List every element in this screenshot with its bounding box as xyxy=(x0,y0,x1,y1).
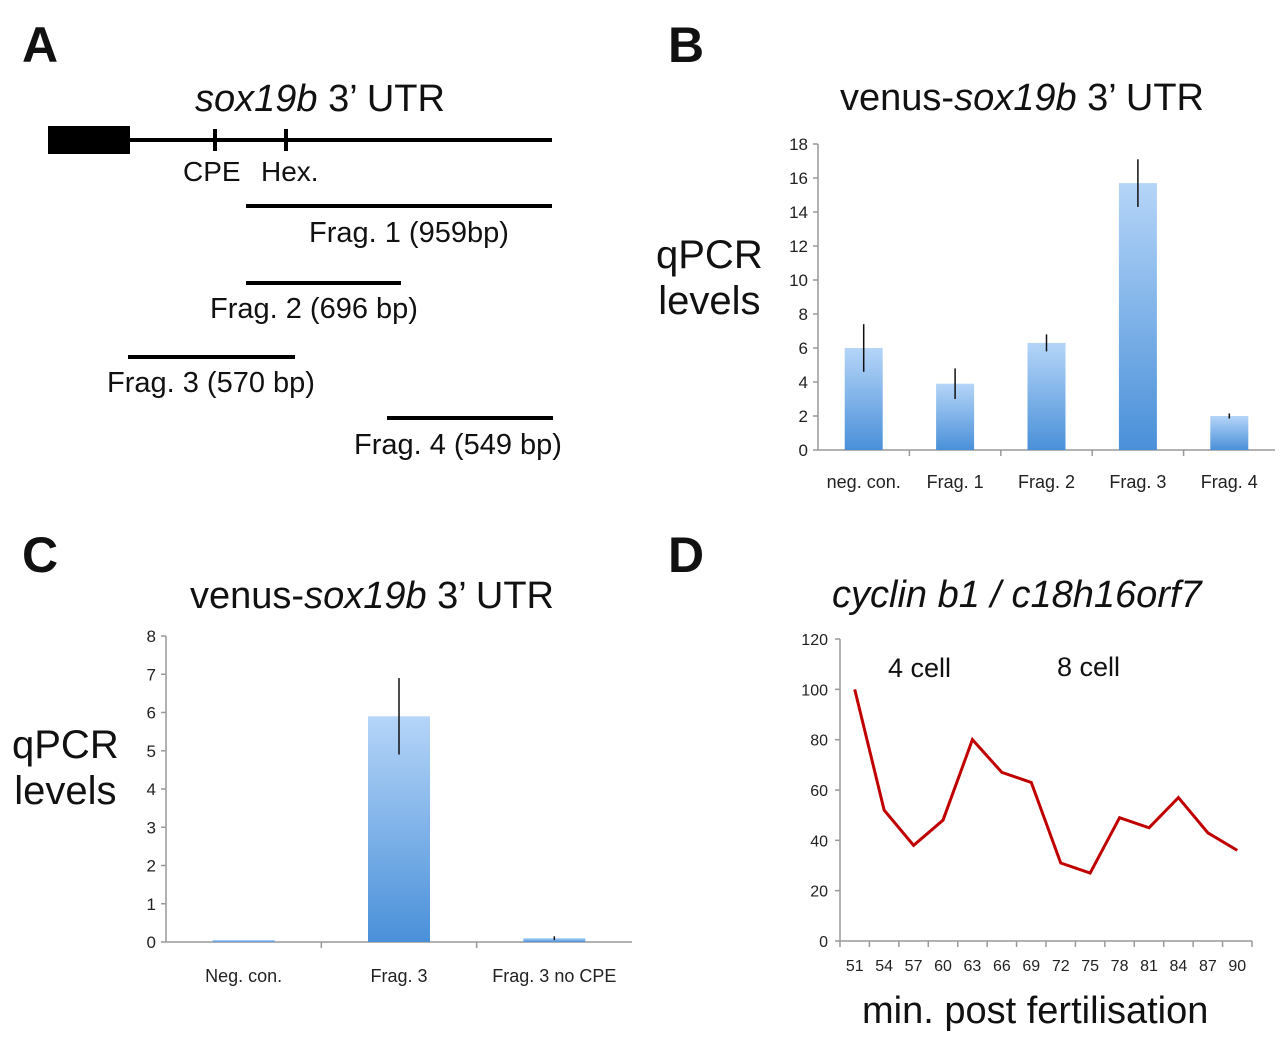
x-tick-label: 72 xyxy=(1052,958,1070,975)
panel-a-title: sox19b 3’ UTR xyxy=(195,80,445,118)
y-tick-label: 4 xyxy=(799,373,808,392)
x-tick-label: 87 xyxy=(1199,958,1217,975)
x-tick-label: 81 xyxy=(1140,958,1158,975)
x-category-label: neg. con. xyxy=(827,472,901,492)
chart-b: 0 2 4 6 8 10 12 14 16 18 neg. con. Frag. 1 Frag. 2 Fr… xyxy=(789,135,1275,492)
chart-c: 0 1 2 3 4 5 6 7 8 Neg. con. Frag. 3 Frag. 3 no CPE xyxy=(147,627,632,986)
panel-a-title-rest: 3’ UTR xyxy=(317,78,445,120)
y-tick-label: 0 xyxy=(799,441,808,460)
frag-1-label: Frag. 1 (959bp) xyxy=(309,217,509,249)
y-tick-label: 6 xyxy=(147,704,156,723)
y-tick-label: 40 xyxy=(810,833,828,850)
y-tick-label: 20 xyxy=(810,884,828,901)
panel-b-title: venus-sox19b 3’ UTR xyxy=(840,79,1204,117)
bar xyxy=(1027,342,1066,450)
x-tick-label: 63 xyxy=(964,958,982,975)
x-category-label: Neg. con. xyxy=(205,966,282,986)
y-tick-label: 120 xyxy=(801,632,828,649)
bar xyxy=(1210,416,1249,450)
panel-d-title: cyclin b1 / c18h16orf7 xyxy=(832,574,1202,616)
x-category-label: Frag. 3 xyxy=(370,966,427,986)
panel-letter-b: B xyxy=(668,17,705,73)
y-tick-label: 100 xyxy=(801,682,828,699)
panel-c-title-gene: sox19b xyxy=(304,575,427,617)
panel-b-ylabel-line2: levels xyxy=(658,279,761,323)
hex-label: Hex. xyxy=(261,156,319,187)
y-tick-label: 2 xyxy=(799,407,808,426)
frag-4-label: Frag. 4 (549 bp) xyxy=(354,429,562,461)
panel-d-xlabel: min. post fertilisation xyxy=(862,990,1209,1032)
x-category-label: Frag. 3 no CPE xyxy=(492,966,616,986)
x-tick-label: 60 xyxy=(934,958,952,975)
x-tick-label: 69 xyxy=(1022,958,1040,975)
x-category-label: Frag. 2 xyxy=(1018,472,1075,492)
bar xyxy=(212,940,275,942)
x-tick-label: 90 xyxy=(1228,958,1246,975)
y-tick-label: 16 xyxy=(789,169,808,188)
panel-c-ylabel-line1: qPCR xyxy=(12,723,119,767)
x-tick-label: 66 xyxy=(993,958,1011,975)
y-tick-label: 8 xyxy=(147,627,156,646)
cpe-label: CPE xyxy=(183,156,241,187)
x-category-label: Frag. 1 xyxy=(927,472,984,492)
panel-b-title-gene: sox19b xyxy=(954,77,1077,119)
panel-letter-a: A xyxy=(22,17,59,73)
x-tick-label: 84 xyxy=(1170,958,1188,975)
y-tick-label: 0 xyxy=(147,933,156,952)
y-tick-label: 80 xyxy=(810,733,828,750)
panel-b-title-prefix: venus- xyxy=(840,77,955,119)
y-tick-label: 5 xyxy=(147,742,156,761)
y-tick-label: 12 xyxy=(789,237,808,256)
utr-diagram xyxy=(48,126,553,420)
x-category-label: Frag. 3 xyxy=(1109,472,1166,492)
bar xyxy=(1118,183,1157,450)
y-tick-label: 6 xyxy=(799,339,808,358)
y-tick-label: 3 xyxy=(147,818,156,837)
series-line xyxy=(853,688,1239,875)
frag-2-label: Frag. 2 (696 bp) xyxy=(210,293,418,325)
chart-d: 0 20 40 60 80 100 120 51 54 57 60 63 66 69 72 75 78 81 84 8… xyxy=(801,632,1253,975)
panel-c-title-prefix: venus- xyxy=(190,575,305,617)
x-tick-label: 75 xyxy=(1081,958,1099,975)
panel-c-title-rest: 3’ UTR xyxy=(426,575,554,617)
y-tick-label: 7 xyxy=(147,665,156,684)
coding-region-box xyxy=(48,126,130,154)
panel-c-title: venus-sox19b 3’ UTR xyxy=(190,577,554,615)
y-tick-label: 8 xyxy=(799,305,808,324)
y-tick-label: 4 xyxy=(147,780,156,799)
panel-a-title-gene: sox19b xyxy=(195,78,318,120)
annotation-4-cell: 4 cell xyxy=(888,653,952,683)
panel-letter-c: C xyxy=(22,527,59,583)
frag-3-label: Frag. 3 (570 bp) xyxy=(107,367,315,399)
y-tick-label: 0 xyxy=(819,934,828,951)
bar xyxy=(523,938,586,942)
x-tick-label: 78 xyxy=(1111,958,1129,975)
y-tick-label: 14 xyxy=(789,203,808,222)
y-tick-label: 10 xyxy=(789,271,808,290)
x-tick-label: 54 xyxy=(875,958,893,975)
annotation-8-cell: 8 cell xyxy=(1057,652,1121,682)
panel-letter-d: D xyxy=(668,527,705,583)
y-tick-label: 1 xyxy=(147,895,156,914)
y-tick-label: 60 xyxy=(810,783,828,800)
panel-b-title-rest: 3’ UTR xyxy=(1076,77,1204,119)
x-tick-label: 51 xyxy=(846,958,864,975)
x-category-label: Frag. 4 xyxy=(1201,472,1258,492)
panel-b-ylabel: qPCR levels xyxy=(656,232,763,324)
panel-c-ylabel: qPCR levels xyxy=(12,722,119,814)
y-tick-label: 18 xyxy=(789,135,808,154)
x-tick-label: 57 xyxy=(905,958,923,975)
y-tick-label: 2 xyxy=(147,857,156,876)
panel-b-ylabel-line1: qPCR xyxy=(656,233,763,277)
panel-c-ylabel-line2: levels xyxy=(14,769,117,813)
